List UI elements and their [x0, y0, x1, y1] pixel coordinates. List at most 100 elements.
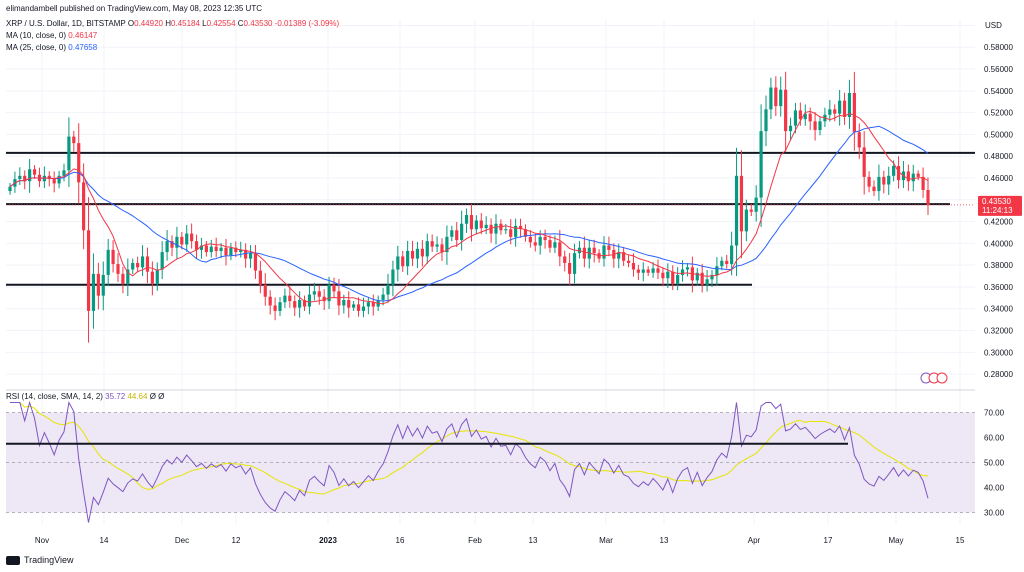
candle-body — [828, 109, 832, 115]
candle-body — [219, 247, 223, 251]
candle-body — [671, 271, 675, 284]
candle-body — [420, 248, 424, 257]
price-tick-label: 0.36000 — [984, 283, 1013, 292]
candle-body — [813, 121, 817, 131]
candle-body — [366, 302, 370, 307]
candle-body — [140, 256, 145, 268]
candle-body — [793, 110, 798, 126]
candle-body — [381, 294, 385, 301]
candle-body — [769, 87, 773, 110]
candle-body — [469, 215, 474, 230]
candle-body — [155, 269, 159, 284]
candle-body — [759, 131, 763, 198]
price-tick-label: 0.46000 — [984, 174, 1013, 183]
candle-body — [77, 143, 81, 183]
candle-body — [62, 170, 66, 176]
candle-body — [91, 273, 96, 311]
candle-body — [361, 306, 366, 311]
candle-body — [764, 109, 768, 132]
candle-body — [617, 252, 621, 259]
candle-body — [145, 256, 150, 272]
candle-body — [833, 109, 837, 114]
candle-body — [288, 295, 292, 302]
candle-body — [646, 269, 650, 273]
candle-body — [504, 229, 508, 231]
candle-body — [204, 245, 208, 253]
rsi-legend[interactable]: RSI (14, close, SMA, 14, 2) 35.72 44.64 … — [6, 392, 165, 401]
candle-body — [867, 176, 871, 187]
candle-body — [641, 269, 645, 273]
candle-body — [332, 284, 336, 292]
countdown-label: 11:24:13 — [982, 206, 1013, 215]
candle-body — [798, 110, 802, 120]
candle-body — [784, 89, 788, 132]
candle-body — [528, 236, 532, 243]
candle-body — [406, 250, 410, 267]
candle-body — [18, 175, 22, 180]
candle-body — [700, 272, 704, 285]
support-resistance-lines — [6, 151, 975, 286]
time-tick-label: Feb — [468, 536, 482, 545]
candle-body — [396, 256, 400, 270]
event-marker-icon — [936, 372, 948, 384]
candle-body — [116, 264, 120, 274]
close-value: 0.43530 — [243, 19, 273, 28]
rsi-band — [6, 412, 975, 513]
candle-body — [636, 269, 640, 273]
tradingview-icon — [6, 555, 20, 565]
candle-body — [622, 252, 626, 261]
candle-body — [32, 169, 37, 175]
currency-label: USD — [985, 21, 1002, 30]
candle-body — [317, 291, 321, 297]
candle-body — [57, 175, 61, 184]
price-tick-label: 0.54000 — [984, 87, 1013, 96]
time-tick-label: 14 — [100, 536, 109, 545]
last-price-badge — [978, 195, 1022, 216]
candle-body — [509, 229, 513, 237]
candle-body — [695, 272, 699, 281]
ma25-legend[interactable]: MA (25, close, 0) 0.47658 — [6, 43, 98, 52]
moving-average-lines — [9, 110, 929, 305]
ma10-legend[interactable]: MA (10, close, 0) 0.46147 — [6, 31, 98, 40]
candle-body — [734, 175, 739, 246]
candle-body — [808, 113, 812, 122]
candle-body — [23, 175, 27, 182]
symbol-label[interactable]: XRP / U.S. Dollar, 1D, BITSTAMP — [6, 19, 126, 28]
candle-body — [214, 246, 218, 251]
candle-body — [455, 230, 459, 241]
candle-body — [82, 182, 86, 231]
candle-body — [651, 268, 655, 273]
candle-body — [415, 248, 420, 259]
rsi-tick-label: 50.00 — [984, 459, 1005, 468]
candle-body — [312, 291, 316, 295]
candle-body — [558, 242, 562, 257]
candle-body — [150, 271, 154, 284]
candle-body — [435, 244, 439, 247]
candle-body — [126, 269, 130, 284]
rsi-pane — [6, 400, 975, 523]
candlestick-series — [8, 71, 930, 343]
candle-body — [460, 223, 464, 241]
candle-body — [862, 147, 866, 177]
time-tick-label: 13 — [529, 536, 538, 545]
price-tick-label: 0.48000 — [984, 152, 1013, 161]
candle-body — [28, 169, 32, 182]
candle-body — [52, 179, 56, 184]
candle-body — [572, 253, 577, 274]
candle-body — [391, 269, 395, 285]
candle-body — [474, 220, 478, 230]
candle-body — [278, 302, 282, 311]
candle-body — [401, 256, 405, 267]
rsi-sma-line — [10, 402, 929, 495]
candle-body — [111, 249, 115, 265]
candle-body — [322, 296, 326, 302]
price-tick-label: 0.52000 — [984, 109, 1013, 118]
candle-body — [224, 247, 228, 256]
candle-body — [533, 242, 537, 246]
time-tick-label: 13 — [660, 536, 669, 545]
candle-body — [568, 262, 572, 274]
candle-body — [445, 236, 449, 253]
candle-body — [293, 301, 297, 308]
candle-body — [514, 225, 518, 237]
